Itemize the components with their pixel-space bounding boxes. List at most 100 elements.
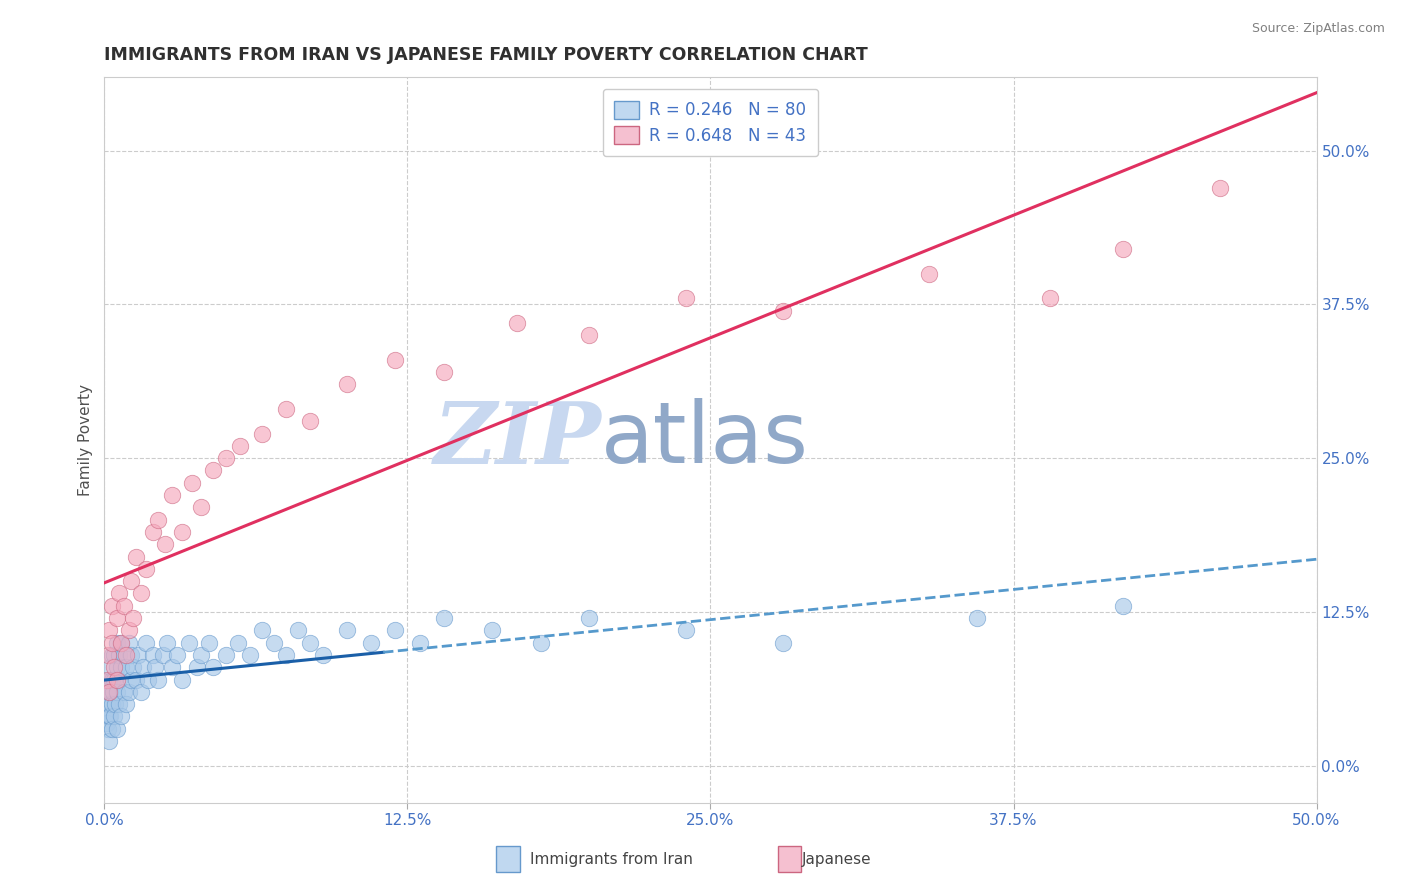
Point bbox=[202, 463, 225, 477]
Text: Immigrants from Iran: Immigrants from Iran bbox=[530, 852, 693, 867]
Point bbox=[202, 660, 225, 674]
Bar bbox=[496, 846, 520, 872]
Point bbox=[142, 524, 165, 539]
Point bbox=[104, 697, 127, 711]
Text: ZIP: ZIP bbox=[433, 398, 602, 482]
Point bbox=[276, 648, 298, 662]
Point bbox=[108, 697, 131, 711]
Point bbox=[384, 624, 406, 638]
Point bbox=[96, 709, 118, 723]
Point bbox=[125, 673, 148, 687]
Point bbox=[966, 611, 988, 625]
Point bbox=[170, 524, 193, 539]
Point bbox=[100, 697, 122, 711]
Point bbox=[675, 624, 697, 638]
Text: atlas: atlas bbox=[602, 398, 810, 481]
Point bbox=[117, 685, 139, 699]
Point bbox=[186, 660, 208, 674]
Point bbox=[299, 414, 322, 428]
Point bbox=[530, 635, 553, 649]
Point bbox=[110, 660, 132, 674]
Point bbox=[276, 401, 298, 416]
Point bbox=[1039, 291, 1062, 305]
Point bbox=[179, 635, 201, 649]
Point bbox=[190, 648, 212, 662]
Point bbox=[110, 635, 132, 649]
Point bbox=[101, 685, 124, 699]
Point bbox=[125, 549, 148, 564]
Point bbox=[98, 685, 121, 699]
Point bbox=[226, 635, 249, 649]
Point bbox=[250, 426, 273, 441]
Point bbox=[917, 267, 939, 281]
Point bbox=[100, 635, 122, 649]
Point bbox=[103, 648, 125, 662]
Point bbox=[1111, 599, 1133, 613]
Point bbox=[97, 722, 120, 736]
Point bbox=[214, 648, 236, 662]
Point bbox=[229, 439, 252, 453]
Point bbox=[153, 537, 176, 551]
Point bbox=[108, 586, 131, 600]
Point bbox=[311, 648, 333, 662]
Point bbox=[152, 648, 174, 662]
Point bbox=[135, 562, 157, 576]
Point bbox=[250, 624, 273, 638]
Point bbox=[166, 648, 188, 662]
Point bbox=[115, 660, 138, 674]
Point bbox=[105, 673, 128, 687]
Point bbox=[263, 635, 285, 649]
Point bbox=[108, 673, 131, 687]
Point bbox=[117, 624, 139, 638]
Point bbox=[132, 660, 155, 674]
Point bbox=[100, 722, 122, 736]
Point bbox=[112, 685, 135, 699]
Point bbox=[675, 291, 697, 305]
Point bbox=[384, 352, 406, 367]
Point bbox=[110, 709, 132, 723]
Point bbox=[772, 635, 794, 649]
Point bbox=[336, 624, 359, 638]
Text: Japanese: Japanese bbox=[801, 852, 872, 867]
Point bbox=[287, 624, 309, 638]
Point bbox=[98, 673, 121, 687]
Point bbox=[105, 660, 128, 674]
Point bbox=[136, 673, 159, 687]
Point bbox=[578, 328, 600, 343]
Point bbox=[156, 635, 179, 649]
Point bbox=[135, 635, 157, 649]
Point bbox=[127, 648, 149, 662]
Point bbox=[97, 685, 120, 699]
Point bbox=[122, 611, 145, 625]
Point bbox=[578, 611, 600, 625]
Point bbox=[100, 660, 122, 674]
Point bbox=[360, 635, 382, 649]
Text: Source: ZipAtlas.com: Source: ZipAtlas.com bbox=[1251, 22, 1385, 36]
Point bbox=[100, 709, 122, 723]
Point bbox=[180, 475, 202, 490]
Point bbox=[239, 648, 262, 662]
Point bbox=[162, 488, 184, 502]
Legend: R = 0.246   N = 80, R = 0.648   N = 43: R = 0.246 N = 80, R = 0.648 N = 43 bbox=[603, 89, 818, 156]
Point bbox=[103, 673, 125, 687]
Point bbox=[1208, 180, 1230, 194]
Point bbox=[142, 648, 165, 662]
Point bbox=[96, 673, 118, 687]
Point bbox=[146, 513, 169, 527]
Point bbox=[408, 635, 430, 649]
Point bbox=[105, 635, 128, 649]
Point bbox=[103, 709, 125, 723]
Point bbox=[110, 635, 132, 649]
Point bbox=[433, 611, 456, 625]
Point bbox=[170, 673, 193, 687]
Point bbox=[1111, 242, 1133, 256]
Point bbox=[214, 451, 236, 466]
Point bbox=[143, 660, 166, 674]
Point bbox=[162, 660, 184, 674]
Point bbox=[120, 648, 142, 662]
Point bbox=[98, 624, 121, 638]
Point bbox=[96, 697, 118, 711]
Point bbox=[433, 365, 456, 379]
Point bbox=[97, 648, 120, 662]
Point bbox=[108, 648, 131, 662]
